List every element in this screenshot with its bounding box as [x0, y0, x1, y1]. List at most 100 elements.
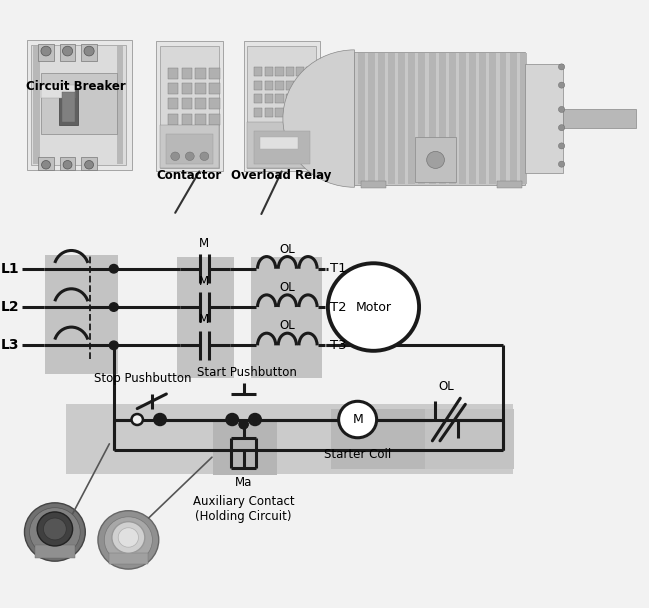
- Bar: [563, 109, 636, 128]
- Bar: [195, 114, 206, 125]
- Bar: [66, 404, 513, 474]
- Text: Auxiliary Contact
(Holding Circuit): Auxiliary Contact (Holding Circuit): [193, 495, 295, 523]
- Bar: [520, 53, 527, 184]
- Circle shape: [558, 143, 565, 149]
- Bar: [109, 553, 148, 564]
- Circle shape: [558, 161, 565, 167]
- Text: Ma: Ma: [235, 475, 252, 489]
- Bar: [275, 94, 284, 103]
- Bar: [489, 53, 496, 184]
- Bar: [358, 53, 365, 184]
- Bar: [251, 257, 322, 378]
- Text: Overload Relay: Overload Relay: [232, 168, 332, 182]
- Bar: [354, 52, 526, 185]
- Bar: [286, 108, 294, 117]
- Bar: [45, 255, 118, 374]
- Circle shape: [98, 511, 159, 569]
- Text: L1: L1: [1, 261, 19, 276]
- Bar: [33, 46, 40, 164]
- Bar: [265, 94, 273, 103]
- Circle shape: [84, 46, 94, 56]
- Text: Motor: Motor: [356, 300, 391, 314]
- Bar: [378, 53, 385, 184]
- Bar: [195, 98, 206, 109]
- Bar: [167, 83, 178, 94]
- Bar: [41, 73, 117, 134]
- Bar: [247, 122, 316, 168]
- Circle shape: [104, 517, 153, 563]
- Bar: [306, 94, 315, 103]
- Bar: [247, 46, 316, 168]
- Bar: [254, 81, 262, 90]
- Bar: [306, 81, 315, 90]
- Bar: [82, 157, 97, 170]
- Bar: [38, 157, 54, 170]
- Bar: [195, 68, 206, 79]
- Bar: [210, 83, 219, 94]
- Circle shape: [37, 512, 73, 546]
- Bar: [408, 53, 415, 184]
- Text: Contactor: Contactor: [156, 168, 222, 182]
- Text: Circuit Breaker: Circuit Breaker: [26, 80, 126, 94]
- Bar: [296, 81, 304, 90]
- Text: T3: T3: [330, 339, 347, 352]
- Circle shape: [30, 508, 80, 556]
- Bar: [296, 94, 304, 103]
- Bar: [500, 53, 506, 184]
- Bar: [254, 108, 262, 117]
- Circle shape: [109, 341, 118, 350]
- Circle shape: [109, 303, 118, 311]
- Bar: [117, 46, 123, 164]
- Circle shape: [42, 161, 51, 169]
- Bar: [459, 53, 466, 184]
- Bar: [509, 53, 517, 184]
- Circle shape: [228, 415, 237, 424]
- Circle shape: [558, 125, 565, 131]
- Bar: [243, 41, 320, 171]
- Bar: [210, 68, 219, 79]
- Bar: [275, 81, 284, 90]
- Bar: [58, 88, 78, 125]
- Bar: [182, 83, 191, 94]
- Circle shape: [251, 415, 260, 424]
- Bar: [265, 81, 273, 90]
- Bar: [368, 53, 374, 184]
- Text: OL: OL: [280, 319, 295, 333]
- Bar: [260, 137, 298, 149]
- Bar: [167, 98, 178, 109]
- Bar: [306, 67, 315, 76]
- Circle shape: [132, 414, 143, 425]
- Bar: [254, 67, 262, 76]
- Bar: [286, 67, 294, 76]
- Text: OL: OL: [280, 243, 295, 256]
- Circle shape: [558, 82, 565, 88]
- Circle shape: [109, 264, 118, 273]
- Circle shape: [25, 503, 85, 561]
- Circle shape: [426, 151, 445, 168]
- Bar: [479, 53, 486, 184]
- Circle shape: [118, 528, 138, 547]
- Bar: [214, 422, 276, 475]
- Circle shape: [328, 263, 419, 351]
- Text: Start Pushbutton: Start Pushbutton: [197, 365, 297, 379]
- Bar: [254, 94, 262, 103]
- Bar: [415, 137, 456, 182]
- Bar: [439, 53, 446, 184]
- Text: OL: OL: [439, 379, 454, 393]
- Text: T1: T1: [330, 262, 347, 275]
- Circle shape: [63, 161, 72, 169]
- Bar: [156, 41, 223, 171]
- Bar: [182, 68, 191, 79]
- Bar: [254, 131, 310, 164]
- Bar: [167, 68, 178, 79]
- Bar: [361, 181, 386, 188]
- Bar: [210, 114, 219, 125]
- Circle shape: [171, 152, 180, 161]
- Bar: [526, 64, 563, 173]
- Bar: [428, 53, 435, 184]
- Circle shape: [200, 152, 209, 161]
- Circle shape: [154, 414, 165, 425]
- Circle shape: [62, 46, 73, 56]
- Circle shape: [558, 106, 565, 112]
- Bar: [195, 83, 206, 94]
